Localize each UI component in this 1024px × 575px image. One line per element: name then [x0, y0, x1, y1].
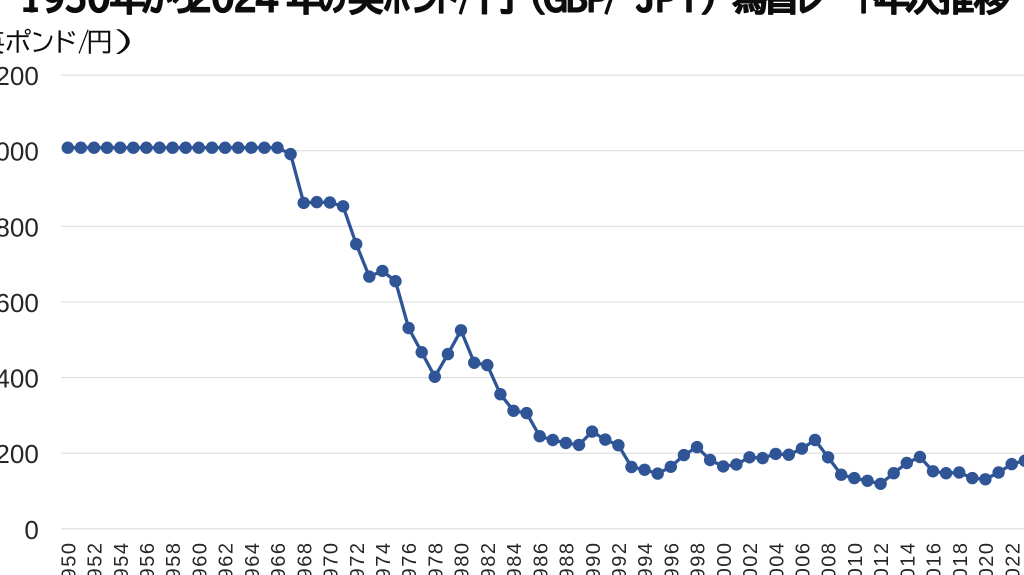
svg-text:2004: 2004 [766, 541, 788, 575]
svg-text:1000: 1000 [0, 137, 39, 167]
svg-text:1998: 1998 [688, 541, 710, 575]
svg-text:2016: 2016 [924, 541, 946, 575]
svg-text:1958: 1958 [163, 541, 185, 575]
svg-text:600: 600 [0, 288, 39, 318]
svg-text:1954: 1954 [111, 541, 133, 575]
svg-text:200: 200 [0, 439, 39, 469]
svg-text:1988: 1988 [557, 541, 579, 575]
svg-text:1968: 1968 [294, 541, 316, 575]
svg-text:1966: 1966 [268, 541, 290, 575]
svg-text:2006: 2006 [793, 541, 815, 575]
svg-text:1970: 1970 [321, 541, 343, 575]
svg-text:1200: 1200 [0, 61, 39, 91]
svg-text:2000: 2000 [714, 541, 736, 575]
svg-text:1962: 1962 [216, 541, 238, 575]
svg-text:1976: 1976 [399, 541, 421, 575]
svg-text:2002: 2002 [740, 541, 762, 575]
svg-text:1994: 1994 [635, 541, 657, 575]
svg-text:1964: 1964 [242, 541, 264, 575]
svg-text:2018: 2018 [950, 541, 972, 575]
svg-text:1992: 1992 [609, 541, 631, 575]
svg-text:2020: 2020 [976, 541, 998, 575]
svg-text:2014: 2014 [897, 541, 919, 575]
svg-text:1978: 1978 [425, 541, 447, 575]
svg-text:2012: 2012 [871, 541, 893, 575]
svg-text:1974: 1974 [373, 541, 395, 575]
svg-text:0: 0 [24, 515, 38, 545]
svg-text:2008: 2008 [819, 541, 841, 575]
svg-text:1990: 1990 [583, 541, 605, 575]
svg-text:1960: 1960 [189, 541, 211, 575]
svg-text:2010: 2010 [845, 541, 867, 575]
svg-text:1996: 1996 [661, 541, 683, 575]
svg-text:400: 400 [0, 364, 39, 394]
svg-text:1950: 1950 [58, 541, 80, 575]
svg-text:1952: 1952 [85, 541, 107, 575]
svg-text:2022: 2022 [1002, 541, 1024, 575]
svg-text:1972: 1972 [347, 541, 369, 575]
svg-text:1980: 1980 [452, 541, 474, 575]
svg-text:1984: 1984 [504, 541, 526, 575]
svg-text:1986: 1986 [530, 541, 552, 575]
svg-text:800: 800 [0, 212, 39, 242]
svg-text:1982: 1982 [478, 541, 500, 575]
svg-text:1956: 1956 [137, 541, 159, 575]
